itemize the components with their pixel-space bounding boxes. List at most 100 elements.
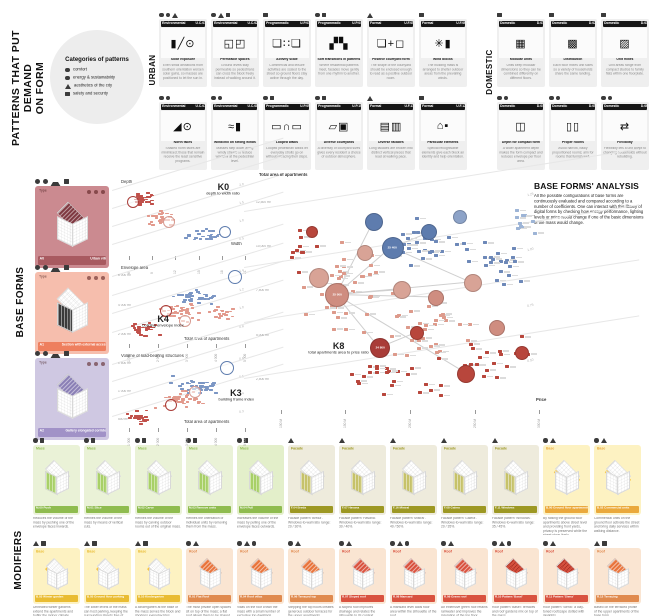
modifier-card-body[interactable]: Mass M.02 Carve: [135, 445, 182, 515]
modifier-card-B.03[interactable]: Base B.03 Winter garden Unheated winter ga…: [33, 540, 80, 616]
pattern-card[interactable]: Programmatic U.P.04 ▞▚ Soft transitions in …: [315, 19, 363, 87]
highlighted-configuration[interactable]: [162, 216, 175, 228]
configuration-node[interactable]: [365, 213, 384, 232]
modifier-card-body[interactable]: Roof R.06 Terraced top: [288, 548, 335, 604]
modifier-card-R.04[interactable]: Roof R.04 Roof villas Villas on the roof c…: [237, 540, 284, 616]
base-form-card-body[interactable]: Type A1 Section with external access: [35, 272, 109, 354]
pattern-card[interactable]: Domestic D.01 ▦Modular units Units keep mod…: [497, 19, 545, 87]
modifier-card-body[interactable]: Mass M.03 Remove units: [186, 445, 233, 515]
modifier-card-body[interactable]: Facade F.11 Windows: [492, 445, 539, 515]
highlighted-configuration[interactable]: [227, 270, 242, 285]
modifier-card-body[interactable]: Roof R.04 Roof villas: [237, 548, 284, 604]
base-form-card-body[interactable]: Type A0 Urban villa: [35, 186, 109, 268]
modifier-card-body[interactable]: Base B.02 Commercial units: [594, 445, 641, 515]
configuration-node[interactable]: [463, 273, 482, 292]
pattern-card[interactable]: Formal U.F.06 ✳▮Wind blocks The building ma…: [419, 19, 467, 87]
pattern-card[interactable]: Environmental U.C.02 ◱◰ Permeable spaces Gro…: [211, 19, 259, 87]
modifier-card-body[interactable]: Roof R.10 Pattern 'Basel': [492, 548, 539, 604]
modifier-card-R.10[interactable]: Roof R.10 Pattern 'Basel' Roof pattern 'Ba…: [492, 540, 539, 616]
modifier-card-B.05[interactable]: Base B.05 Ground floor parking The lower l…: [84, 540, 131, 616]
highlighted-configuration[interactable]: [219, 360, 234, 375]
modifier-card-F.07[interactable]: Facade F.07 Havana Facade pattern 'Havana'…: [339, 437, 386, 535]
pattern-card[interactable]: Formal U.F.11 ▤▥Diverse facades Long facade…: [367, 102, 415, 170]
urban-pattern-card-U.P.10[interactable]: Programmatic U.P.10 ▱▣ Diverse courtyards A …: [315, 95, 363, 170]
pattern-card[interactable]: Environmental U.C.07 ◢⊙ North faces Shaded n…: [159, 102, 207, 170]
modifier-card-M.03[interactable]: Mass M.03 Remove units Refines the orienta…: [186, 437, 233, 535]
base-form-card-body[interactable]: Type A2 Gallery elongated corridor: [35, 358, 109, 440]
modifier-card-B.10[interactable]: Base B.10 Kindergarten A kindergarten at t…: [135, 540, 182, 616]
urban-pattern-card-U.C.01[interactable]: Environmental U.C.01 ▮╱⊙ Solar exposure Even…: [159, 12, 207, 87]
modifier-card-body[interactable]: Base B.03 Winter garden: [33, 548, 80, 604]
modifier-card-body[interactable]: Roof R.01 Flat Roof: [186, 548, 233, 604]
modifier-card-R.06[interactable]: Roof R.06 Terraced top Stepping the top fl…: [288, 540, 335, 616]
modifier-card-body[interactable]: Facade F.07 Havana: [339, 445, 386, 515]
modifier-card-body[interactable]: Base B.10 Kindergarten: [135, 548, 182, 604]
modifier-card-body[interactable]: Roof R.08 Mansard: [390, 548, 437, 604]
modifier-card-body[interactable]: Base B.00 Ground floor apartments: [543, 445, 590, 515]
modifier-card-F.16[interactable]: Facade F.16 Mistral Facade pattern 'Mistra…: [390, 437, 437, 535]
modifier-card-body[interactable]: Facade F.08 Galera: [441, 445, 488, 515]
urban-pattern-card-U.F.11[interactable]: Formal U.F.11 ▤▥Diverse facades Long facade…: [367, 95, 415, 170]
pattern-card[interactable]: Programmatic U.P.03 ❏∷❏ Activity scale Comme…: [263, 19, 311, 87]
modifier-card-F.08[interactable]: Facade F.08 Galera Facade pattern 'Galera'…: [441, 437, 488, 535]
base-form-card-A2[interactable]: Type A2 Gallery elongated corridor: [35, 350, 109, 440]
urban-pattern-card-U.F.06[interactable]: Formal U.F.06 ✳▮Wind blocks The building ma…: [419, 12, 467, 87]
configuration-node[interactable]: [306, 226, 319, 239]
modifier-card-body[interactable]: Roof R.11 Pattern 'Siena': [543, 548, 590, 604]
highlighted-configuration[interactable]: [126, 196, 139, 209]
modifier-card-B.00[interactable]: Base B.00 Ground floor apartments By raisi…: [543, 437, 590, 535]
configuration-node[interactable]: [421, 224, 438, 241]
pattern-card[interactable]: Domestic D.03 ▨Unit mixes Unit areas range …: [601, 19, 649, 87]
highlighted-configuration[interactable]: [159, 304, 172, 317]
highlighted-configuration[interactable]: [179, 314, 192, 327]
pattern-card[interactable]: Formal U.F.05 ❏+◻Positive courtyard form Th…: [367, 19, 415, 87]
configuration-node[interactable]: [356, 244, 373, 261]
modifier-card-body[interactable]: Base B.05 Ground floor parking: [84, 548, 131, 604]
modifier-card-body[interactable]: Roof R.12 Terracing: [594, 548, 641, 604]
configuration-node[interactable]: 25 400: [381, 236, 404, 259]
configuration-node[interactable]: [489, 320, 506, 337]
modifier-card-M.01[interactable]: Mass M.01 Slice Refines the volume of the …: [84, 437, 131, 535]
configuration-node[interactable]: [308, 267, 329, 288]
domestic-pattern-card-D.04[interactable]: Domestic D.04 ◫Depth for compact form A wid…: [497, 95, 545, 170]
urban-pattern-card-U.P.04[interactable]: Programmatic U.P.04 ▞▚ Soft transitions in …: [315, 12, 363, 87]
modifier-card-body[interactable]: Mass M.04 Pull: [237, 445, 284, 515]
modifier-card-M.00[interactable]: Mass M.00 Push Reduces the volume of the m…: [33, 437, 80, 535]
urban-pattern-card-U.C.08[interactable]: Environmental U.C.08 ≈▮ Windchill on strong…: [211, 95, 259, 170]
modifier-card-body[interactable]: Roof R.09 Green roof: [441, 548, 488, 604]
configuration-node[interactable]: 25 000: [325, 283, 350, 308]
modifier-card-F.04[interactable]: Facade F.04 Breda Facade pattern 'Breda'. …: [288, 437, 335, 535]
base-form-card-A1[interactable]: Type A1 Section with external access: [35, 264, 109, 354]
modifier-card-body[interactable]: Facade F.04 Breda: [288, 445, 335, 515]
modifier-card-F.11[interactable]: Facade F.11 Windows Facade pattern 'Window…: [492, 437, 539, 535]
modifier-card-B.02[interactable]: Base B.02 Commercial units Commercial unit…: [594, 437, 641, 535]
modifier-card-M.04[interactable]: Mass M.04 Pull Increases the volume of the…: [237, 437, 284, 535]
configuration-node[interactable]: [457, 364, 476, 383]
urban-pattern-card-U.C.02[interactable]: Environmental U.C.02 ◱◰ Permeable spaces Gro…: [211, 12, 259, 87]
highlighted-configuration[interactable]: [188, 385, 201, 398]
urban-pattern-card-U.P.03[interactable]: Programmatic U.P.03 ❏∷❏ Activity scale Comme…: [263, 12, 311, 87]
modifier-card-R.01[interactable]: Roof R.01 Flat Roof The most private open …: [186, 540, 233, 616]
configuration-node[interactable]: [410, 326, 425, 341]
configuration-node[interactable]: [392, 281, 411, 300]
urban-pattern-card-U.F.05[interactable]: Formal U.F.05 ❏+◻Positive courtyard form Th…: [367, 12, 415, 87]
modifier-card-body[interactable]: Mass M.00 Push: [33, 445, 80, 515]
modifier-card-R.11[interactable]: Roof R.11 Pattern 'Siena' Roof pattern 'Si…: [543, 540, 590, 616]
pattern-card[interactable]: Environmental U.C.01 ▮╱⊙ Solar exposure Even…: [159, 19, 207, 87]
highlighted-configuration[interactable]: [165, 398, 178, 411]
modifier-card-R.12[interactable]: Roof R.12 Terracing Based on the terraced …: [594, 540, 641, 616]
domestic-pattern-card-D.02[interactable]: Domestic D.02 ▩Distribution Each floor mixe…: [549, 12, 597, 87]
domestic-pattern-card-D.06[interactable]: Domestic D.06 ⇄Flexibility Flexibility lets…: [601, 95, 649, 170]
urban-pattern-card-U.C.07[interactable]: Environmental U.C.07 ◢⊙ North faces Shaded n…: [159, 95, 207, 170]
modifier-card-R.07[interactable]: Roof R.07 Sloped roof A sloped roof improv…: [339, 540, 386, 616]
modifier-card-R.08[interactable]: Roof R.08 Mansard A mansard level adds flo…: [390, 540, 437, 616]
pattern-card[interactable]: Programmatic U.P.10 ▱▣ Diverse courtyards A …: [315, 102, 363, 170]
modifier-card-body[interactable]: Roof R.07 Sloped roof: [339, 548, 386, 604]
highlighted-configuration[interactable]: [219, 225, 232, 238]
modifier-card-M.02[interactable]: Mass M.02 Carve Refines the volume of the …: [135, 437, 182, 535]
modifier-card-R.09[interactable]: Roof R.09 Green roof An extensive green ro…: [441, 540, 488, 616]
configuration-node[interactable]: 24 800: [370, 338, 391, 359]
domestic-pattern-card-D.01[interactable]: Domestic D.01 ▦Modular units Units keep mod…: [497, 12, 545, 87]
pattern-card[interactable]: Environmental U.C.08 ≈▮ Windchill on strong…: [211, 102, 259, 170]
pattern-card[interactable]: Formal U.F.12 ⌂▪Particular elements Special…: [419, 102, 467, 170]
